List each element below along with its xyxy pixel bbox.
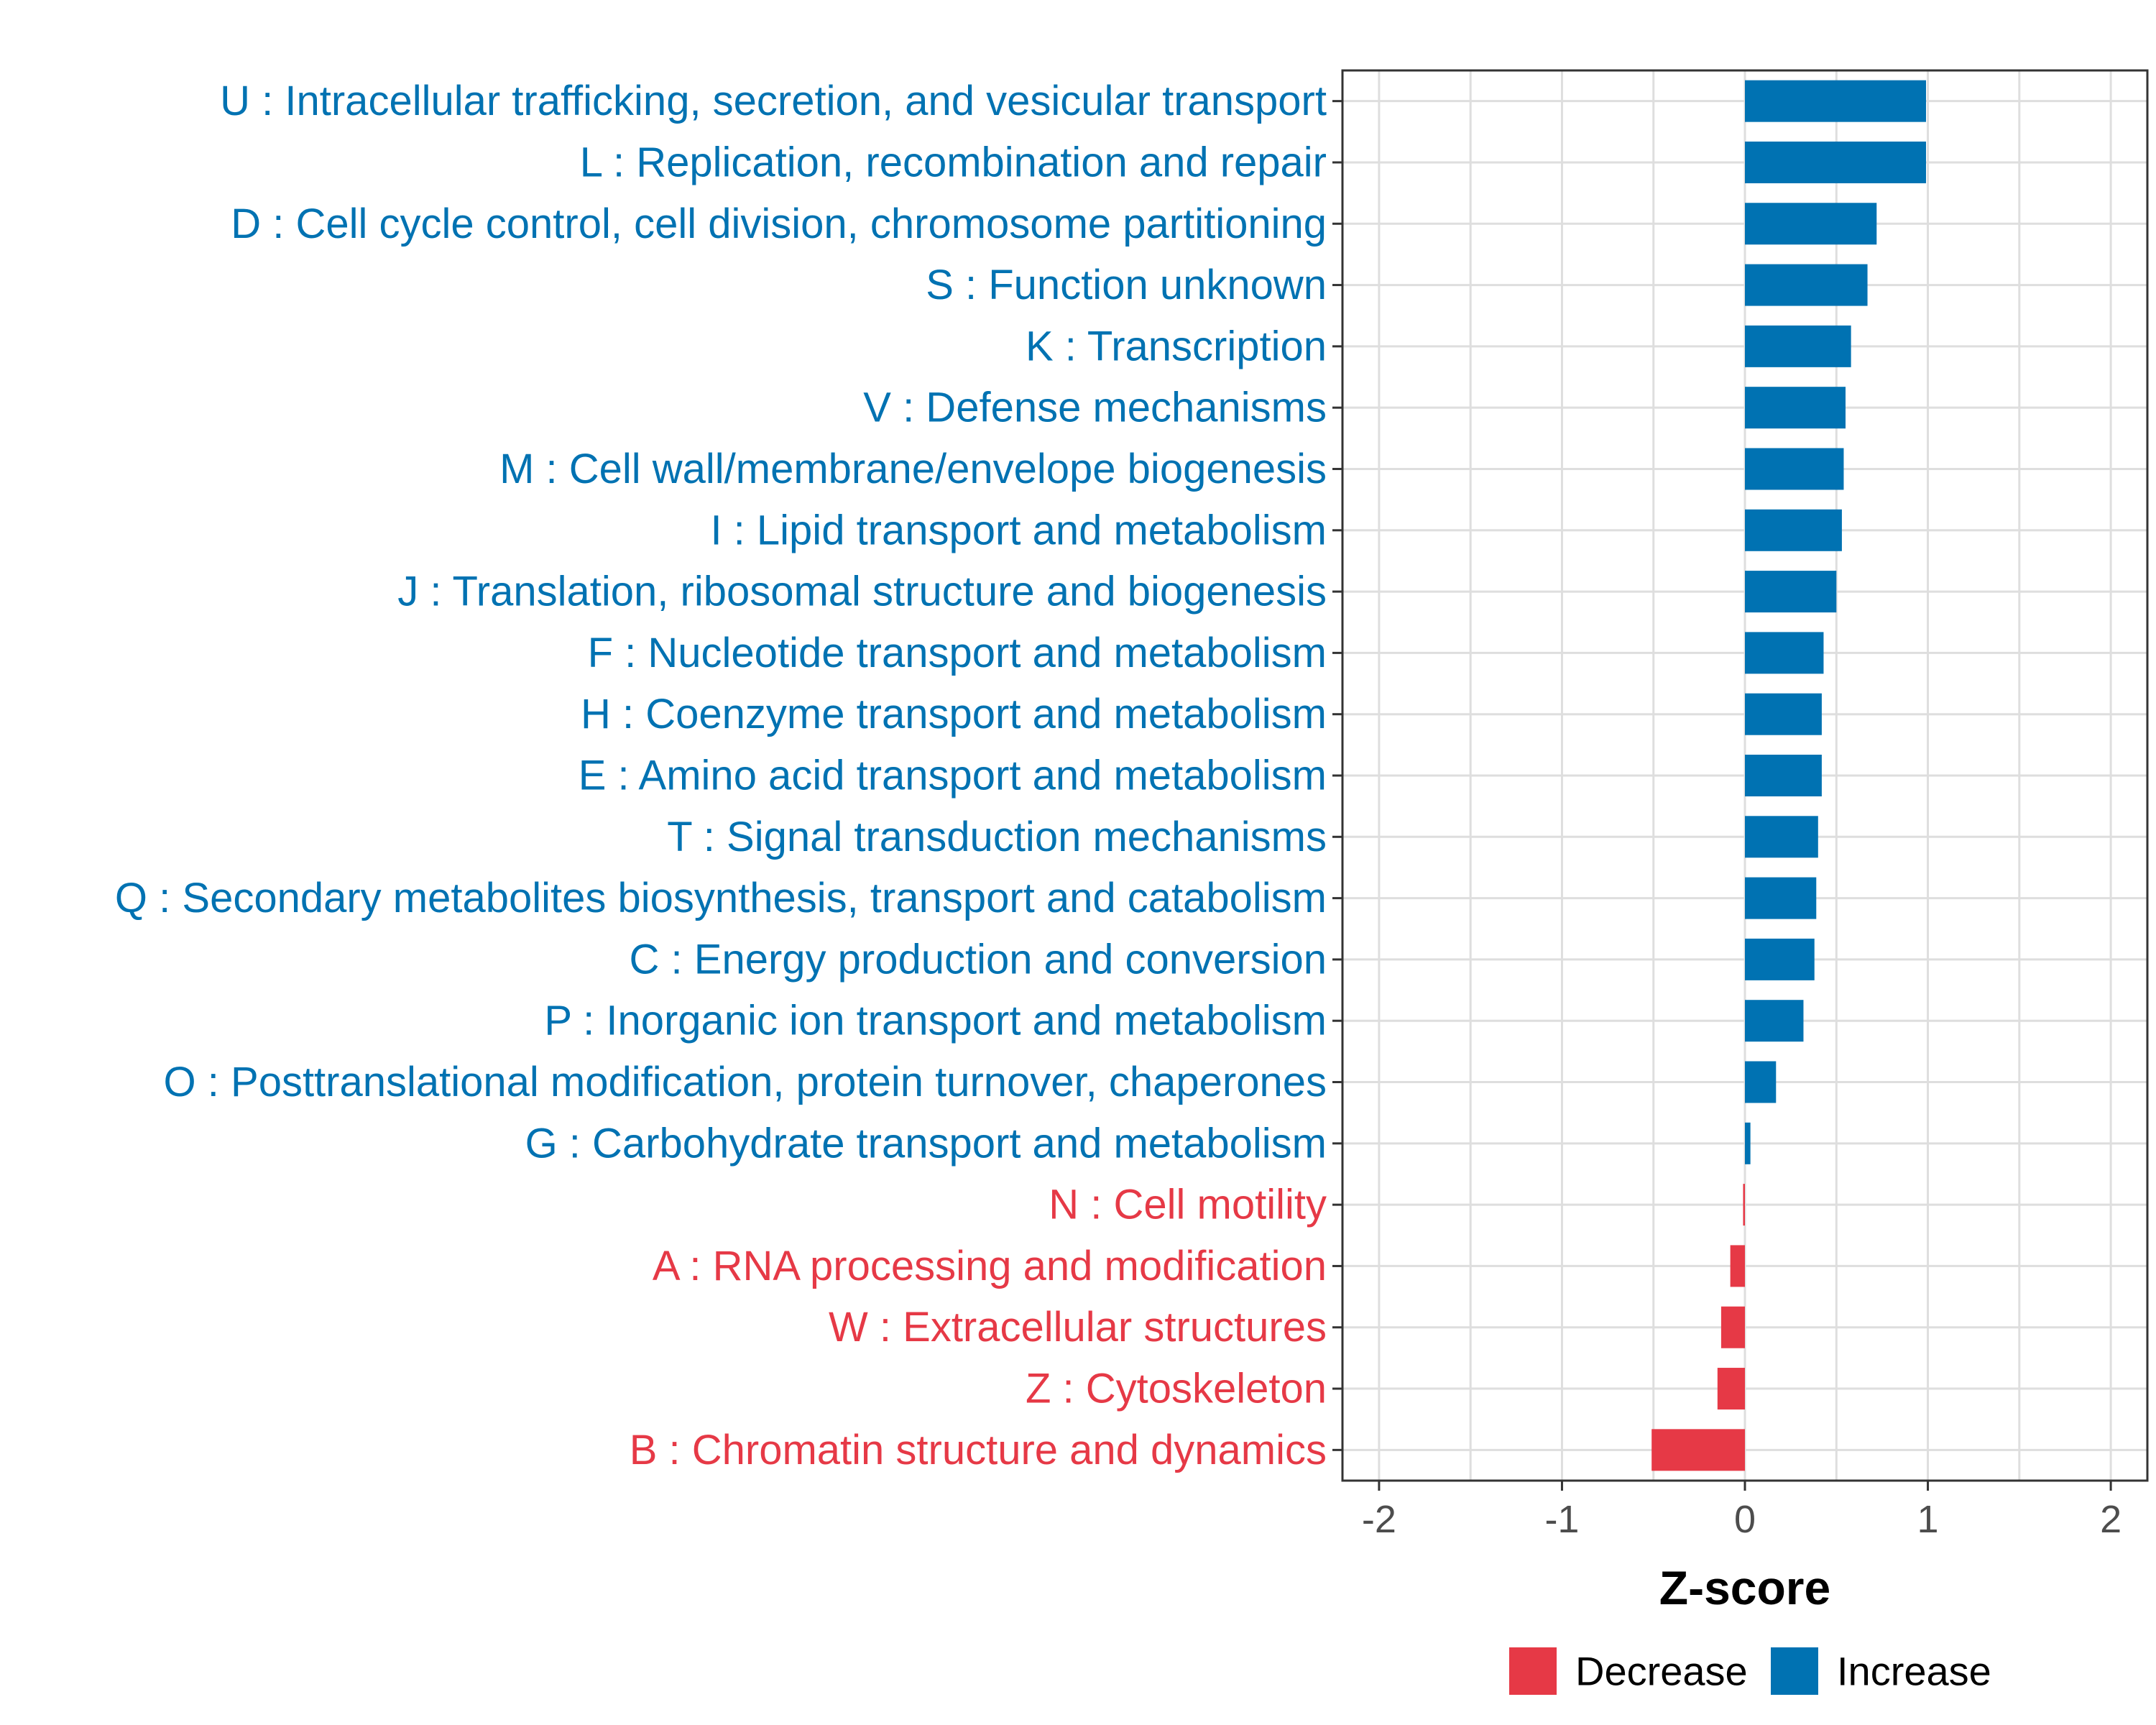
category-label: U : Intracellular trafficking, secretion…	[220, 78, 1327, 124]
bar	[1745, 264, 1868, 306]
legend-label: Decrease	[1575, 1649, 1748, 1694]
category-label: V : Defense mechanisms	[863, 385, 1327, 431]
category-label: O : Posttranslational modification, prot…	[164, 1059, 1327, 1105]
x-tick-label: 1	[1917, 1498, 1939, 1541]
bar	[1745, 877, 1817, 919]
legend-label: Increase	[1837, 1649, 1991, 1694]
bar	[1745, 571, 1837, 613]
bar	[1745, 387, 1846, 429]
bar	[1745, 754, 1822, 797]
bar	[1730, 1245, 1745, 1287]
bar	[1745, 80, 1926, 122]
bar	[1745, 1061, 1777, 1103]
bar	[1745, 509, 1842, 551]
x-tick-label: 0	[1734, 1498, 1756, 1541]
category-label: J : Translation, ribosomal structure and…	[397, 569, 1327, 615]
x-tick-label: 2	[2100, 1498, 2122, 1541]
category-label: C : Energy production and conversion	[630, 936, 1327, 983]
bar	[1745, 1000, 1804, 1042]
x-tick-label: -2	[1362, 1498, 1396, 1541]
category-label: B : Chromatin structure and dynamics	[630, 1427, 1327, 1473]
bar	[1745, 938, 1815, 980]
bar	[1745, 448, 1844, 490]
bar	[1745, 816, 1818, 858]
category-label: D : Cell cycle control, cell division, c…	[231, 201, 1327, 247]
category-label: N : Cell motility	[1049, 1182, 1327, 1228]
category-label: A : RNA processing and modification	[653, 1243, 1327, 1289]
category-label: Z : Cytoskeleton	[1026, 1366, 1327, 1412]
legend: Decrease Increase	[1509, 1647, 1991, 1695]
y-axis-ticks	[1332, 100, 1342, 1451]
category-label: T : Signal transduction mechanisms	[667, 814, 1327, 860]
bar	[1743, 1184, 1745, 1226]
category-label: H : Coenzyme transport and metabolism	[581, 691, 1327, 737]
category-label: F : Nucleotide transport and metabolism	[588, 630, 1327, 676]
category-label: I : Lipid transport and metabolism	[710, 507, 1327, 553]
category-label: M : Cell wall/membrane/envelope biogenes…	[499, 446, 1327, 492]
bar	[1651, 1429, 1745, 1471]
legend-key	[1509, 1647, 1557, 1695]
bar	[1745, 141, 1926, 183]
category-label: W : Extracellular structures	[829, 1304, 1327, 1351]
bar	[1745, 693, 1822, 735]
bar	[1745, 325, 1851, 367]
x-tick-label: -1	[1544, 1498, 1579, 1541]
bar	[1745, 203, 1877, 245]
x-tick-labels: -2 -1 0 1 2	[1362, 1498, 2122, 1541]
category-label: G : Carbohydrate transport and metabolis…	[525, 1120, 1327, 1167]
bar	[1717, 1368, 1745, 1410]
bar	[1745, 1122, 1751, 1164]
bar	[1745, 632, 1824, 674]
category-label: S : Function unknown	[926, 262, 1327, 308]
x-axis-title: Z-score	[1659, 1561, 1830, 1614]
category-labels: U : Intracellular trafficking, secretion…	[115, 78, 1327, 1473]
x-axis-ticks	[1378, 1481, 2112, 1491]
bars	[1651, 80, 1926, 1471]
category-label: K : Transcription	[1026, 323, 1327, 369]
category-label: Q : Secondary metabolites biosynthesis, …	[115, 875, 1327, 921]
category-label: L : Replication, recombination and repai…	[580, 139, 1327, 185]
category-label: E : Amino acid transport and metabolism	[579, 753, 1327, 799]
bar	[1720, 1306, 1745, 1348]
category-label: P : Inorganic ion transport and metaboli…	[544, 998, 1327, 1044]
legend-key	[1771, 1647, 1818, 1695]
